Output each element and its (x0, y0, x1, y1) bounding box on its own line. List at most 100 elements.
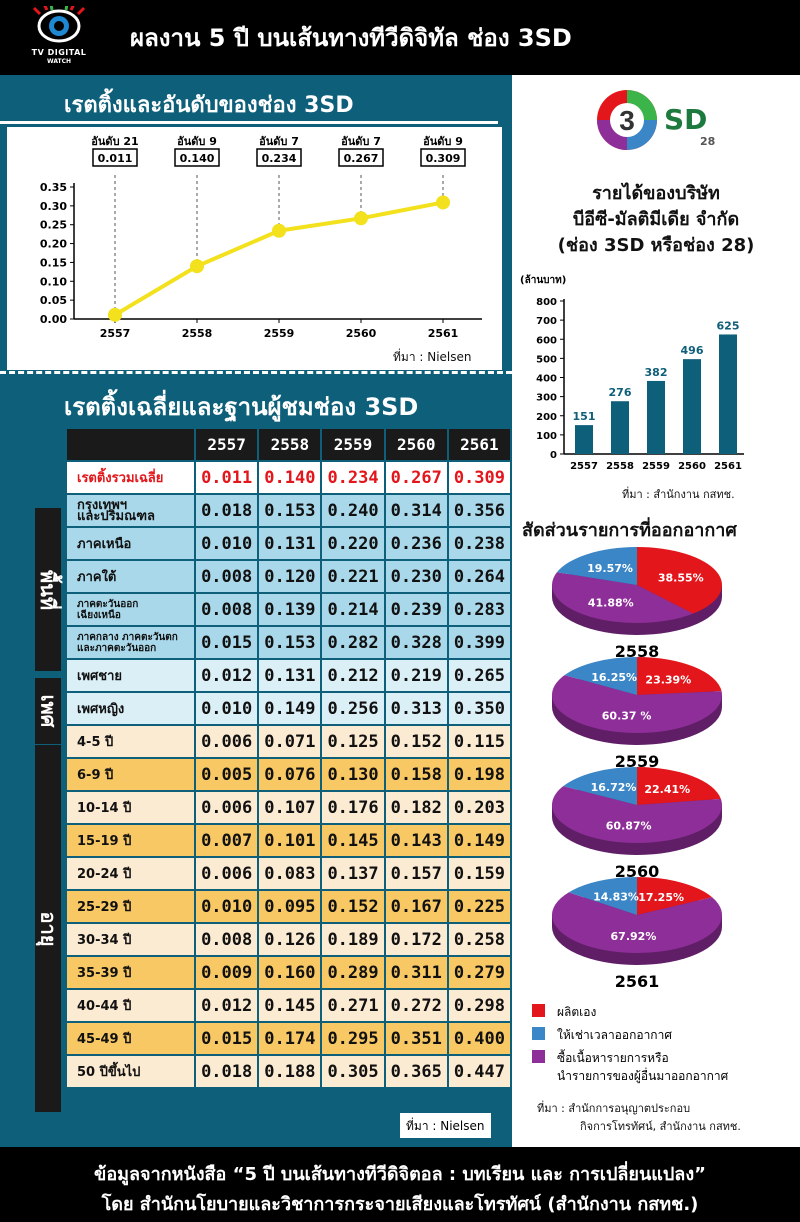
table-cell: 0.008 (196, 561, 258, 592)
table-cell: 0.230 (385, 561, 447, 592)
table-cell: 0.188 (259, 1056, 321, 1087)
table-cell: 0.125 (322, 726, 384, 757)
table-cell: 0.145 (322, 825, 384, 856)
region-row: กรุงเทพฯ และปริมณฑล 0.018 0.153 0.240 0.314 0.… (67, 495, 510, 526)
row-label: 15-19 ปี (67, 825, 195, 856)
average-row: เรตติ้งรวมเฉลี่ย 0.011 0.140 0.234 0.267 0.30… (67, 462, 510, 493)
gender-row: เพศหญิง 0.010 0.149 0.256 0.313 0.350 (67, 693, 510, 724)
table-cell: 0.126 (259, 924, 321, 955)
rank-label: อันดับ 21 (91, 135, 138, 148)
table-cell: 0.264 (448, 561, 510, 592)
row-label: 10-14 ปี (67, 792, 195, 823)
x-tick-label: 2561 (428, 327, 459, 340)
y-tick-label: 0.20 (40, 238, 67, 251)
rating-line-chart: 0.00 0.05 0.10 0.15 0.20 0.25 0.30 0.35 2557 อันด… (40, 135, 482, 340)
pie-slice (637, 767, 721, 805)
table-cell: 0.365 (385, 1056, 447, 1087)
table-cell: 0.131 (259, 660, 321, 691)
row-label: เรตติ้งรวมเฉลี่ย (67, 462, 195, 493)
row-label: 25-29 ปี (67, 891, 195, 922)
bar-value-label: 276 (609, 386, 632, 399)
pie-source-2: กิจการโทรทัศน์, สำนักงาน กสทช. (580, 1120, 741, 1133)
row-label: 20-24 ปี (67, 858, 195, 889)
y-tick-label: 0.10 (40, 275, 67, 288)
bar-y-tick-label: 700 (536, 316, 557, 327)
table-cell: 0.006 (196, 792, 258, 823)
value-label: 0.140 (180, 152, 215, 165)
region-group-label: พื้นที่ (35, 508, 61, 671)
y-tick-label: 0.05 (40, 294, 67, 307)
table-cell: 0.313 (385, 693, 447, 724)
pie-2561: 17.25% 67.92% 14.83% 2561 (552, 877, 722, 991)
bar-x-tick-label: 2558 (606, 461, 634, 472)
header: TV DIGITAL WATCH ผลงาน 5 ปี บนเส้นทางทีว… (0, 0, 800, 75)
table-cell: 0.239 (385, 594, 447, 625)
table-cell: 0.010 (196, 891, 258, 922)
table-cell: 0.219 (385, 660, 447, 691)
table-cell: 0.447 (448, 1056, 510, 1087)
table-cell: 0.256 (322, 693, 384, 724)
table-cell: 0.182 (385, 792, 447, 823)
rank-label: อันดับ 9 (177, 135, 217, 148)
table-cell: 0.214 (322, 594, 384, 625)
revenue-bar (683, 359, 701, 454)
pie-2559: 23.39% 60.37 % 16.25% 2559 (552, 657, 722, 771)
row-label (67, 429, 195, 460)
bar-x-tick-label: 2557 (570, 461, 598, 472)
revenue-title-3: (ช่อง 3SD หรือช่อง 28) (557, 235, 755, 256)
table-cell: 0.221 (322, 561, 384, 592)
row-label: ภาคเหนือ (67, 528, 195, 559)
table-cell: 0.160 (259, 957, 321, 988)
gender-group-label: เพศ (35, 678, 61, 744)
age-row: 10-14 ปี 0.006 0.107 0.176 0.182 0.203 (67, 792, 510, 823)
rank-label: อันดับ 7 (259, 135, 299, 148)
bar-value-label: 496 (681, 344, 704, 357)
pie-slice (568, 877, 637, 915)
value-label: 0.011 (98, 152, 133, 165)
table-cell: 0.279 (448, 957, 510, 988)
pie-slice (552, 675, 722, 733)
table-cell: 0.289 (322, 957, 384, 988)
bar-unit-label: (ล้านบาท) (520, 274, 566, 286)
pie-slice-label: 17.25% (638, 891, 684, 904)
pie-slice-label: 60.37 % (602, 709, 652, 722)
table-cell: 2561 (448, 429, 510, 460)
table-cell: 0.203 (448, 792, 510, 823)
table-cell: 0.158 (385, 759, 447, 790)
table-cell: 0.139 (259, 594, 321, 625)
x-tick-label: 2557 (100, 327, 131, 340)
table-cell: 0.198 (448, 759, 510, 790)
table-cell: 0.157 (385, 858, 447, 889)
revenue-title-2: บีอีซี-มัลติมีเดีย จำกัด (572, 209, 740, 230)
eye-logo-icon (32, 3, 86, 43)
table-cell: 0.295 (322, 1023, 384, 1054)
bar-y-tick-label: 400 (536, 374, 557, 385)
legend-blue-label: ให้เช่าเวลาออกอากาศ (557, 1028, 672, 1042)
table-cell: 2558 (259, 429, 321, 460)
row-label: 50 ปีขึ้นไป (67, 1056, 195, 1087)
table-cell: 0.153 (259, 627, 321, 658)
row-label: 45-49 ปี (67, 1023, 195, 1054)
right-panel: 3 SD 28 รายได้ของบริษัท บีอีซี-มัลติมีเด… (512, 75, 800, 1147)
pie-panel: สัดส่วนรายการที่ออกอากาศ 38.55% 41.88% 19.… (512, 507, 800, 1147)
legend-purple-label-2: นำรายการของผู้อื่นมาออกอากาศ (557, 1069, 729, 1083)
programme-pie-charts: 38.55% 41.88% 19.57% 2558 23.39% 60.37 % 16.25… (552, 547, 722, 991)
logo-subtext: WATCH (46, 58, 72, 65)
age-row: 35-39 ปี 0.009 0.160 0.289 0.311 0.279 (67, 957, 510, 988)
table-cell: 0.400 (448, 1023, 510, 1054)
page-title: ผลงาน 5 ปี บนเส้นทางทีวีดิจิทัล ช่อง 3SD (130, 24, 572, 52)
region-row: ภาคตะวันออก เฉียงเหนือ 0.008 0.139 0.214 0.23… (67, 594, 510, 625)
legend-purple-label-1: ซื้อเนื้อหารายการหรือ (557, 1051, 669, 1065)
tv-digital-watch-logo: TV DIGITAL WATCH (14, 3, 104, 72)
bar-x-tick-label: 2559 (642, 461, 670, 472)
rating-title: เรตติ้งและอันดับของช่อง 3SD (64, 93, 354, 118)
pie-year-label: 2558 (615, 642, 660, 661)
footer-line-2: โดย สำนักนโยบายและวิชาการกระจายเสียงและโ… (101, 1194, 699, 1215)
legend-blue-swatch (532, 1027, 545, 1040)
row-label: 4-5 ปี (67, 726, 195, 757)
age-row: 45-49 ปี 0.015 0.174 0.295 0.351 0.400 (67, 1023, 510, 1054)
pie-year-label: 2561 (615, 972, 660, 991)
pie-slice-label: 41.88% (588, 596, 634, 609)
table-cell: 0.015 (196, 627, 258, 658)
table-cell: 0.234 (322, 462, 384, 493)
